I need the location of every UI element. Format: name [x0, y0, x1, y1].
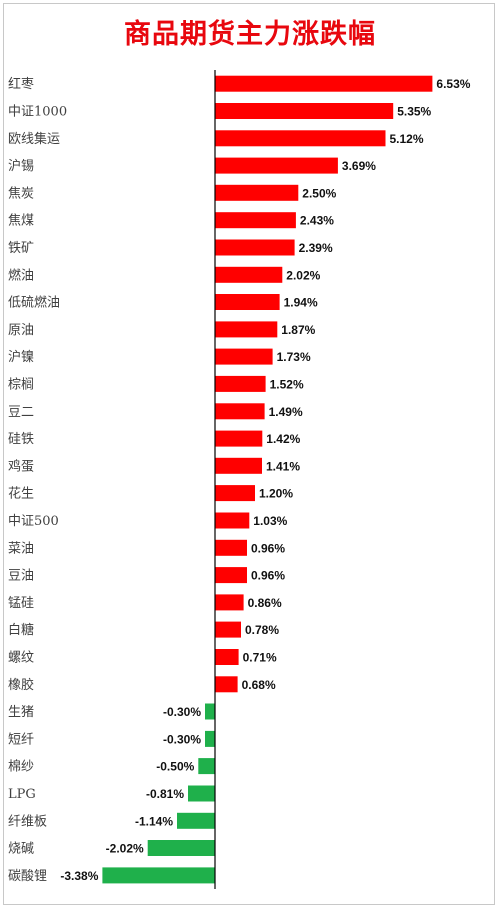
category-label: 原油: [8, 323, 34, 338]
category-label: 铁矿: [8, 241, 34, 256]
value-label: 1.42%: [266, 432, 300, 446]
bar-27: [188, 785, 215, 802]
bar-25: [205, 730, 215, 747]
bar-15: [215, 457, 262, 474]
bar-17: [215, 512, 250, 529]
category-label: 鸡蛋: [8, 458, 34, 474]
value-label: -3.38%: [60, 869, 98, 883]
bar-11: [215, 348, 273, 365]
category-label: 豆二: [8, 405, 34, 420]
value-label: 1.03%: [253, 514, 287, 528]
category-label: 欧线集运: [8, 131, 60, 147]
category-label: 烧碱: [8, 842, 34, 857]
value-label: 1.94%: [284, 296, 318, 310]
bar-12: [215, 375, 266, 392]
category-label: 生猪: [8, 705, 34, 720]
value-label: 1.49%: [269, 405, 303, 419]
category-label: 中证1000: [8, 105, 67, 120]
category-label: 棕榈: [8, 377, 34, 392]
bar-22: [215, 649, 239, 665]
value-label: 0.96%: [251, 541, 285, 555]
category-label: 短纤: [8, 732, 34, 747]
category-label: 纤维板: [8, 814, 47, 829]
value-label: 0.86%: [248, 596, 282, 610]
category-label: 锰硅: [8, 596, 34, 611]
bar-9: [215, 294, 280, 310]
category-label: 螺纹: [8, 651, 34, 666]
bar-4: [215, 157, 338, 174]
value-label: -0.50%: [156, 760, 194, 774]
value-label: 0.68%: [242, 678, 276, 692]
bar-16: [215, 485, 255, 502]
bar-14: [215, 430, 263, 447]
category-label: 菜油: [8, 541, 34, 556]
value-label: 2.43%: [300, 214, 334, 228]
bar-6: [215, 212, 296, 229]
bar-23: [215, 676, 238, 693]
category-label: 硅铁: [8, 432, 34, 447]
value-label: 0.71%: [243, 651, 277, 665]
category-label: 燃油: [8, 267, 34, 283]
value-label: -0.81%: [146, 787, 184, 801]
value-label: 5.12%: [390, 132, 424, 146]
value-label: 1.20%: [259, 487, 293, 501]
category-label: 中证500: [8, 514, 59, 529]
chart-frame: [3, 3, 495, 905]
value-label: 0.96%: [251, 569, 285, 583]
category-label: 焦炭: [8, 186, 34, 201]
bar-28: [177, 812, 215, 829]
value-label: -0.30%: [163, 732, 201, 746]
value-label: 0.78%: [245, 623, 279, 637]
bar-18: [215, 539, 247, 556]
category-label: 沪镍: [8, 349, 34, 365]
category-label: 碳酸锂: [8, 869, 47, 884]
value-labels-group: 6.53% 5.35% 5.12% 3.69% 2.50% 2.43% 2.39% 2.02%…: [60, 77, 470, 883]
value-label: 2.50%: [302, 186, 336, 200]
bar-3: [215, 130, 386, 147]
bar-20: [215, 594, 244, 611]
category-label: 白糖: [8, 622, 34, 638]
bar-29: [147, 840, 215, 856]
bar-24: [205, 703, 215, 720]
value-label: 6.53%: [436, 77, 470, 91]
value-label: 1.87%: [281, 323, 315, 337]
bar-30: [102, 867, 215, 884]
bar-26: [198, 758, 215, 775]
bar-2: [215, 103, 394, 119]
category-label: 橡胶: [8, 677, 34, 693]
value-label: 1.41%: [266, 459, 300, 473]
bar-1: [215, 75, 433, 92]
bar-13: [215, 403, 265, 420]
value-label: 1.73%: [277, 350, 311, 364]
category-label: 焦煤: [8, 214, 34, 229]
bar-21: [215, 621, 241, 638]
value-label: -0.30%: [163, 705, 201, 719]
bars-group: [102, 75, 433, 884]
chart-title: 商品期货主力涨跌幅: [124, 19, 376, 50]
bar-5: [215, 184, 299, 201]
bar-8: [215, 266, 283, 283]
category-label: 花生: [8, 486, 34, 502]
value-label: -1.14%: [135, 814, 173, 828]
value-label: 2.39%: [299, 241, 333, 255]
value-label: 2.02%: [286, 268, 320, 282]
category-label: 红枣: [8, 76, 34, 92]
value-label: 5.35%: [397, 105, 431, 119]
category-label: 沪锡: [8, 158, 34, 174]
category-label: 棉纱: [8, 760, 34, 775]
value-label: -2.02%: [106, 842, 144, 856]
bar-10: [215, 321, 278, 338]
category-label: LPG: [8, 787, 36, 802]
value-label: 3.69%: [342, 159, 376, 173]
bar-7: [215, 239, 295, 256]
bar-19: [215, 567, 247, 584]
category-label: 低硫燃油: [8, 295, 60, 311]
value-label: 1.52%: [270, 377, 304, 391]
category-label: 豆油: [8, 569, 34, 584]
